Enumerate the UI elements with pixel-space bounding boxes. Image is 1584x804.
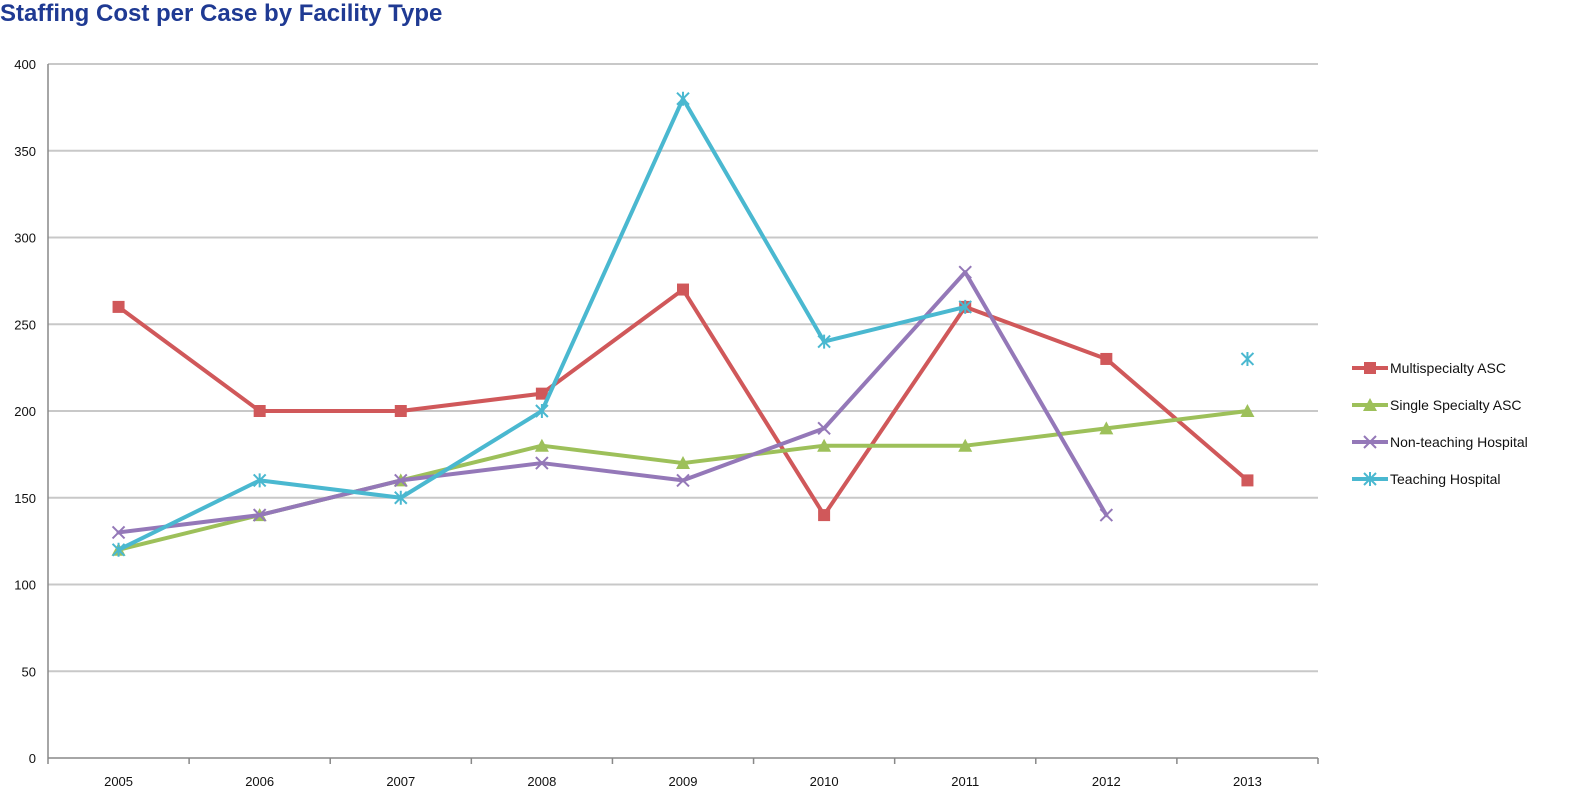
y-tick-label: 200 [14,404,36,419]
data-point-non-teaching-hospital [535,456,549,470]
x-tick-label: 2006 [245,774,274,789]
x-tick-label: 2010 [810,774,839,789]
y-tick-label: 350 [14,144,36,159]
y-tick-label: 50 [22,664,36,679]
data-point-multispecialty-asc [1100,352,1113,365]
data-point-multispecialty-asc [677,283,689,296]
data-point-single-specialty-asc [958,438,973,452]
y-tick-label: 150 [14,491,36,506]
data-point-teaching-hospital [394,490,408,505]
data-point-single-specialty-asc [676,456,690,470]
legend-marker [1363,435,1377,449]
legend-item-non-teaching-hospital: Non-teaching Hospital [1352,434,1528,450]
series-line-non-teaching-hospital [116,270,1109,535]
x-tick-label: 2007 [386,774,415,789]
data-point-multispecialty-asc [818,509,831,522]
data-point-teaching-hospital [817,334,831,349]
series-non-teaching-hospital [111,265,1114,540]
legend-marker [1363,398,1377,411]
legend-marker [1363,472,1377,486]
data-point-multispecialty-asc [253,405,266,417]
data-point-teaching-hospital [111,542,126,557]
x-tick-label: 2012 [1092,774,1121,789]
y-tick-label: 0 [29,751,36,766]
legend-label: Non-teaching Hospital [1390,434,1528,450]
data-point-single-specialty-asc [1240,404,1255,417]
legend-label: Single Specialty ASC [1390,397,1522,413]
y-tick-label: 250 [14,317,36,332]
x-tick-label: 2013 [1233,774,1262,789]
data-point-non-teaching-hospital [817,421,831,436]
x-tick-label: 2009 [669,774,698,789]
data-point-non-teaching-hospital [252,508,267,522]
legend-item-single-specialty-asc: Single Specialty ASC [1352,397,1522,413]
data-point-non-teaching-hospital [676,473,690,488]
data-point-teaching-hospital [958,299,972,314]
data-point-multispecialty-asc [535,387,548,400]
series-multispecialty-asc [112,283,1254,522]
x-tick-label: 2008 [527,774,556,789]
data-point-teaching-hospital [535,404,549,418]
y-tick-label: 100 [14,578,36,593]
data-point-single-specialty-asc [1099,421,1114,435]
x-tick-label: 2005 [104,774,133,789]
data-point-non-teaching-hospital [111,525,126,540]
x-tick-label: 2011 [951,774,979,789]
data-point-multispecialty-asc [112,300,125,313]
data-point-teaching-hospital [676,91,690,106]
series-teaching-hospital [111,91,1255,557]
data-point-multispecialty-asc [1241,474,1254,487]
legend-label: Teaching Hospital [1390,471,1501,487]
data-point-non-teaching-hospital [958,265,972,279]
y-tick-label: 400 [14,57,36,72]
legend-marker [1364,362,1376,374]
data-point-single-specialty-asc [534,438,549,452]
data-point-teaching-hospital [252,473,267,488]
legend-label: Multispecialty ASC [1390,360,1506,376]
data-point-multispecialty-asc [394,405,407,417]
data-point-non-teaching-hospital [394,473,408,488]
legend-item-multispecialty-asc: Multispecialty ASC [1352,360,1506,376]
chart-title: Staffing Cost per Case by Facility Type [0,0,443,27]
data-point-single-specialty-asc [817,438,832,452]
legend-item-teaching-hospital: Teaching Hospital [1352,471,1501,487]
y-tick-label: 300 [14,231,36,246]
data-point-non-teaching-hospital [1099,508,1114,522]
data-point-teaching-hospital [1240,351,1255,366]
